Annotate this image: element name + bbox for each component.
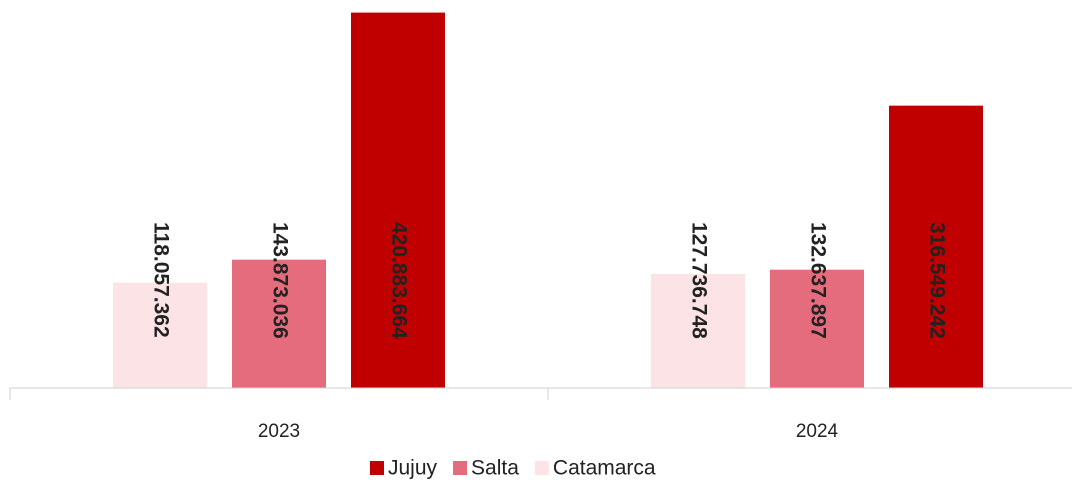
bar [770, 269, 864, 388]
data-label: 420.883.664 [387, 222, 410, 339]
data-label: 132.637.897 [806, 222, 829, 339]
data-label: 143.873.036 [268, 222, 291, 339]
legend-swatch [453, 461, 468, 475]
data-label: 316.549.242 [925, 222, 948, 339]
data-label: 118.057.362 [149, 222, 172, 338]
legend-label: Jujuy [388, 457, 438, 480]
bar [232, 259, 326, 388]
data-label: 127.736.748 [687, 222, 710, 339]
legend-label: Catamarca [553, 457, 656, 480]
bar [351, 12, 445, 388]
legend-swatch [534, 461, 549, 475]
x-tick-label: 2023 [258, 421, 300, 442]
bar [113, 282, 207, 388]
legend-swatch [370, 461, 384, 475]
x-tick-label: 2024 [796, 421, 839, 442]
legend-label: Salta [471, 457, 519, 480]
bar [889, 105, 983, 388]
bar [651, 274, 745, 388]
